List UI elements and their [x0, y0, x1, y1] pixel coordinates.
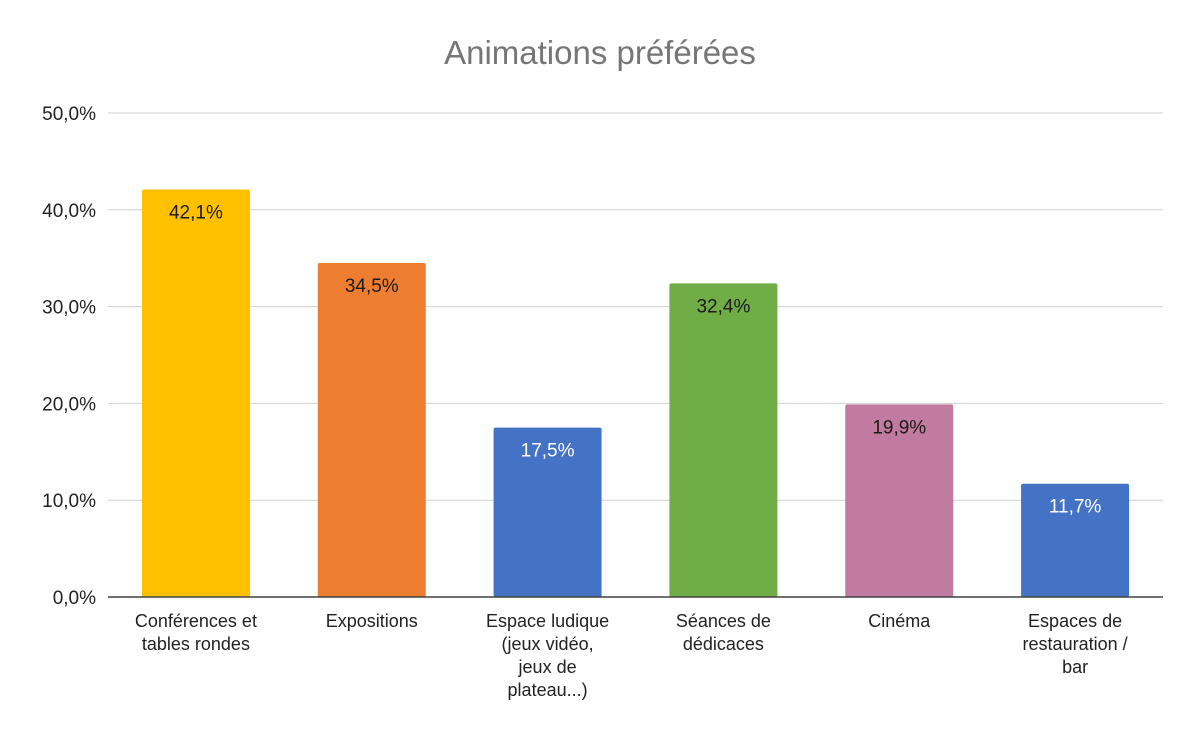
- y-tick-label: 10,0%: [42, 491, 96, 512]
- y-tick-label: 0,0%: [53, 588, 96, 609]
- data-label: 11,7%: [1049, 497, 1102, 518]
- y-tick-label: 40,0%: [42, 201, 96, 222]
- y-tick-label: 50,0%: [42, 104, 96, 125]
- chart-title: Animations préférées: [444, 34, 756, 71]
- x-tick-label: Séances de dédicaces: [676, 611, 771, 654]
- bar: [669, 283, 778, 597]
- bar: [141, 189, 250, 598]
- data-label: 19,9%: [872, 417, 926, 438]
- x-tick-label: Cinéma: [868, 611, 931, 631]
- bar: [845, 404, 954, 597]
- data-label: 17,5%: [521, 441, 575, 462]
- x-tick-label: Conférences et tables rondes: [135, 611, 257, 654]
- bar: [493, 427, 602, 597]
- bar: [317, 263, 426, 597]
- x-tick-label: Expositions: [326, 611, 418, 631]
- x-tick-label: Espaces de restauration / bar: [1023, 611, 1128, 677]
- data-label: 42,1%: [169, 202, 223, 223]
- data-label: 34,5%: [345, 276, 399, 297]
- bar: [1021, 483, 1130, 597]
- x-tick-label: Espace ludique (jeux vidéo, jeux de plateau…: [486, 611, 609, 700]
- y-tick-label: 20,0%: [42, 394, 96, 415]
- data-label: 32,4%: [696, 296, 750, 317]
- y-tick-label: 30,0%: [42, 298, 96, 319]
